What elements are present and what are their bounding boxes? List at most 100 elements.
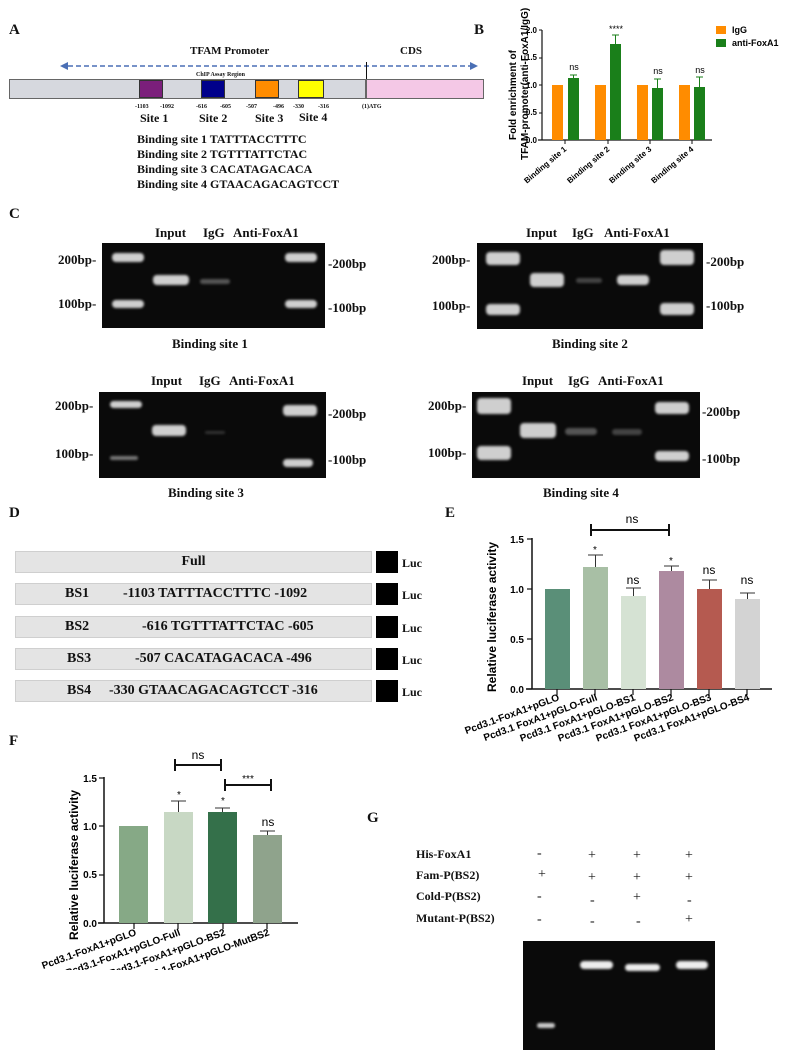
- legend-anti-swatch: [716, 39, 726, 47]
- emsa-r4-c1: -: [537, 912, 542, 927]
- chart-f-ytick-0: 0.0: [83, 919, 97, 930]
- chart-f-bracket-2-label: ***: [242, 774, 254, 785]
- luc-label-bs1: Luc: [402, 588, 423, 602]
- chart-e-ytick-0: 0.0: [510, 685, 524, 696]
- emsa-r4-c3: -: [636, 914, 641, 929]
- chart-b-ytick-1: 0.5: [526, 108, 538, 117]
- chart-f-ytick-2: 1.0: [83, 822, 97, 833]
- chart-f-bracket-1-label: ns: [192, 748, 205, 762]
- panel-g-letter: G: [367, 810, 379, 826]
- construct-bs1-name: BS1: [65, 586, 90, 601]
- construct-full-label: Full: [181, 554, 206, 569]
- chart-b-annot-4: ns: [695, 65, 705, 75]
- site-3-start: -507: [246, 104, 257, 110]
- gel1-anti-header: Anti-FoxA1: [233, 225, 299, 240]
- gel1-marker-left-200: 200bp-: [58, 252, 97, 267]
- chart-e-ylabel: Relative luciferase activity: [485, 542, 499, 692]
- emsa-r2-c1: +: [538, 867, 546, 882]
- cds-title: CDS: [400, 45, 423, 57]
- gel4-marker-left-200: 200bp-: [428, 398, 467, 413]
- chip-region-label: ChIP Assay Region: [196, 72, 246, 78]
- chart-b-xtick-4: Binding site 4: [649, 144, 695, 185]
- gel1-caption: Binding site 1: [172, 336, 248, 351]
- emsa-gel: [523, 941, 715, 1050]
- gel4-marker-right-200: -200bp: [702, 404, 741, 419]
- gel1-input-header: Input: [155, 225, 187, 240]
- luc-label-bs4: Luc: [402, 685, 423, 699]
- tfam-promoter-title: TFAM Promoter: [190, 45, 270, 57]
- construct-bs4-seq: -330 GTAACAGACAGTCCT -316: [109, 683, 318, 698]
- gel2-anti-header: Anti-FoxA1: [604, 225, 670, 240]
- gel2-marker-right-100: -100bp: [706, 298, 745, 313]
- emsa-r1-c4: +: [685, 848, 693, 863]
- chart-e-annot-6: ns: [741, 573, 754, 587]
- emsa-r2-c4: +: [685, 870, 693, 885]
- construct-bs4: BS4 -330 GTAACAGACAGTCCT -316: [15, 680, 372, 702]
- panel-e-letter: E: [445, 505, 456, 521]
- emsa-row-mutant-p-label: Mutant-P(BS2): [416, 911, 495, 925]
- chart-b-ylabel-1: Fold enrichment of: [508, 49, 519, 140]
- construct-bs2-name: BS2: [65, 619, 90, 634]
- binding-seq-1: Binding site 1 TATTTACCTTTC: [137, 132, 307, 146]
- chart-b-ylabel-2: TFAM-promoter(anti-FoxA1/IgG): [520, 8, 531, 160]
- chart-b-xtick-3: Binding site 3: [607, 144, 653, 185]
- gel4-input-header: Input: [522, 373, 554, 388]
- chart-e-annot-5: ns: [703, 563, 716, 577]
- gel1-igg-header: IgG: [203, 225, 225, 240]
- emsa-r4-c4: +: [685, 912, 693, 927]
- emsa-row-fam-p-label: Fam-P(BS2): [416, 868, 480, 882]
- emsa-row-his-foxa1-label: His-FoxA1: [416, 847, 472, 861]
- chart-e: Relative luciferase activity 0.0 0.5 1.0…: [464, 512, 772, 745]
- emsa-row-cold-p-label: Cold-P(BS2): [416, 889, 481, 903]
- chart-b-ytick-0: 0.0: [526, 136, 538, 145]
- construct-bs1: BS1 -1103 TATTTACCTTTC -1092: [15, 583, 372, 605]
- gel3-anti-header: Anti-FoxA1: [229, 373, 295, 388]
- legend-igg-label: IgG: [732, 25, 747, 35]
- panel-d-letter: D: [9, 505, 20, 521]
- site-2-label: Site 2: [199, 111, 228, 125]
- site-4-start: -330: [293, 104, 304, 110]
- panel-a-letter: A: [9, 22, 20, 38]
- gel4-marker-left-100: 100bp-: [428, 445, 467, 460]
- gel2-marker-right-200: -200bp: [706, 254, 745, 269]
- construct-bs1-seq: -1103 TATTTACCTTTC -1092: [123, 586, 308, 601]
- chart-e-annot-3: ns: [627, 573, 640, 587]
- site-2-start: -616: [196, 104, 207, 110]
- chart-f-ylabel: Relative luciferase activity: [67, 790, 81, 940]
- chart-b-annot-2: ****: [609, 24, 624, 34]
- gel3-input-header: Input: [151, 373, 183, 388]
- chart-b-xtick-2: Binding site 2: [565, 144, 611, 185]
- construct-bs2-seq: -616 TGTTTATTCTAC -605: [142, 619, 314, 634]
- gel4-anti-header: Anti-FoxA1: [598, 373, 664, 388]
- emsa-band-lane4: [676, 961, 708, 969]
- construct-bs3-name: BS3: [67, 651, 92, 666]
- site-2-end: -605: [220, 104, 231, 110]
- panel-f-letter: F: [9, 733, 19, 749]
- site-4-end: -316: [318, 104, 329, 110]
- construct-bs3: BS3 -507 CACATAGACACA -496: [15, 648, 372, 670]
- chart-b-ytick-3: 1.5: [526, 53, 538, 62]
- construct-bs3-seq: -507 CACATAGACACA -496: [135, 651, 312, 666]
- gel3-caption: Binding site 3: [168, 485, 244, 500]
- chart-f-bars: [119, 800, 282, 923]
- site-1-start: -1103: [135, 104, 149, 110]
- gel4-igg-header: IgG: [568, 373, 590, 388]
- binding-seq-4: Binding site 4 GTAACAGACAGTCCT: [137, 177, 340, 191]
- construct-bs2: BS2 -616 TGTTTATTCTAC -605: [15, 616, 372, 638]
- chart-f-ytick-1: 0.5: [83, 870, 97, 881]
- chart-b-annot-3: ns: [653, 66, 663, 76]
- emsa-free-probe-band: [537, 1023, 555, 1028]
- chart-f-annot-3: *: [221, 796, 225, 807]
- luc-box-full: [376, 551, 398, 573]
- site-3-box: [255, 80, 279, 98]
- emsa-r2-c2: +: [588, 870, 596, 885]
- gel2-caption: Binding site 2: [552, 336, 628, 351]
- gel4-marker-right-100: -100bp: [702, 451, 741, 466]
- gel3-igg-header: IgG: [199, 373, 221, 388]
- emsa-r1-c2: +: [588, 848, 596, 863]
- emsa-r2-c3: +: [633, 870, 641, 885]
- luc-label-bs3: Luc: [402, 653, 423, 667]
- chart-e-annot-2: *: [593, 545, 597, 556]
- construct-bs4-name: BS4: [67, 683, 92, 698]
- gel2-marker-left-100: 100bp-: [432, 298, 471, 313]
